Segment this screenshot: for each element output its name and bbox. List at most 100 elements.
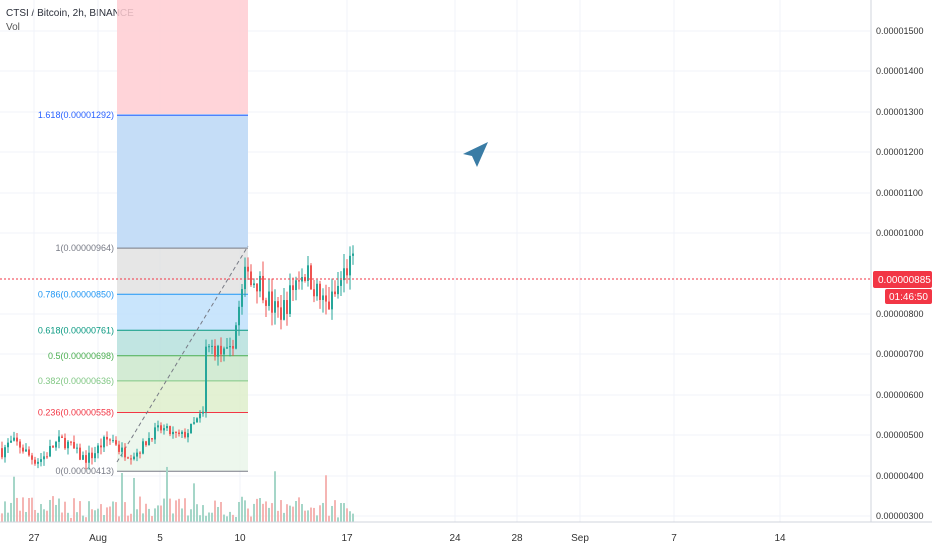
price-tick-label: 0.00000400 xyxy=(876,471,924,481)
candle-body xyxy=(292,285,294,291)
candle-body xyxy=(58,436,60,442)
volume-bar xyxy=(328,515,330,522)
candle-body xyxy=(88,452,90,463)
candle-body xyxy=(160,425,162,431)
volume-bar xyxy=(313,507,315,522)
volume-bar xyxy=(88,501,90,522)
time-tick-label: 14 xyxy=(774,533,786,544)
candle-body xyxy=(187,433,189,438)
volume-bar xyxy=(220,502,222,522)
price-tick-label: 0.00000600 xyxy=(876,390,924,400)
volume-bar xyxy=(82,515,84,522)
volume-bar xyxy=(316,515,318,522)
volume-bar xyxy=(277,510,279,522)
candle-body xyxy=(136,452,138,457)
volume-bar xyxy=(292,506,294,522)
volume-bar xyxy=(139,496,141,522)
volume-bar xyxy=(109,506,111,522)
volume-bar xyxy=(298,497,300,522)
volume-bar xyxy=(244,500,246,522)
volume-bar xyxy=(34,509,36,522)
candle-body xyxy=(151,438,153,440)
price-tick-label: 0.00000300 xyxy=(876,511,924,521)
volume-bar xyxy=(199,515,201,522)
price-tick-label: 0.00001200 xyxy=(876,147,924,157)
candle-body xyxy=(190,423,192,434)
candle-body xyxy=(67,441,69,449)
candle-body xyxy=(274,301,276,313)
candle-body xyxy=(157,425,159,428)
candle-body xyxy=(112,440,114,442)
fib-trend-line xyxy=(116,245,249,463)
candle-body xyxy=(262,275,264,301)
candle-body xyxy=(229,346,231,348)
volume-bar xyxy=(25,511,27,522)
volume-bar xyxy=(235,517,237,522)
volume-bar xyxy=(85,517,87,522)
candle-body xyxy=(148,438,150,446)
candle-body xyxy=(127,457,129,459)
volume-bar xyxy=(307,510,309,522)
candle-body xyxy=(199,413,201,419)
candle-body xyxy=(340,280,342,286)
volume-bar xyxy=(301,504,303,522)
candle-body xyxy=(253,283,255,286)
volume-bar xyxy=(166,466,168,522)
time-tick-label: Sep xyxy=(571,533,589,544)
fib-zone xyxy=(117,412,248,472)
candle-body xyxy=(169,426,171,435)
candle-body xyxy=(31,455,33,460)
time-tick-label: 5 xyxy=(157,533,163,544)
candle-body xyxy=(19,441,21,448)
volume-bar xyxy=(106,507,108,522)
price-tick-label: 0.00000800 xyxy=(876,309,924,319)
candle-body xyxy=(94,453,96,459)
fib-zone xyxy=(117,330,248,356)
candle-body xyxy=(310,265,312,290)
candle-body xyxy=(271,291,273,313)
volume-bar xyxy=(28,498,30,522)
volume-bar xyxy=(145,503,147,522)
volume-bar xyxy=(283,512,285,522)
countdown-timer: 01:46:50 xyxy=(889,292,928,303)
volume-bar xyxy=(163,498,165,522)
volume-bar xyxy=(76,512,78,522)
fib-level-label: 0.786(0.00000850) xyxy=(38,289,114,299)
candle-body xyxy=(211,345,213,347)
volume-bar xyxy=(340,503,342,522)
volume-bar xyxy=(271,503,273,522)
volume-bar xyxy=(319,505,321,522)
candle-body xyxy=(217,345,219,357)
candle-body xyxy=(4,447,6,458)
volume-bar xyxy=(64,501,66,522)
volume-bar xyxy=(181,508,183,522)
time-tick-label: 10 xyxy=(234,533,246,544)
volume-bar xyxy=(286,504,288,522)
volume-bar xyxy=(310,507,312,522)
chart-title: CTSI / Bitcoin, 2h, BINANCE xyxy=(6,8,134,19)
candle-body xyxy=(232,346,234,349)
volume-bar xyxy=(43,509,45,522)
volume-bar xyxy=(352,513,354,522)
candle-body xyxy=(235,325,237,349)
candle-body xyxy=(241,289,243,307)
volume-bar xyxy=(259,498,261,522)
volume-bar xyxy=(160,505,162,522)
volume-bar xyxy=(238,501,240,522)
volume-bar xyxy=(79,501,81,522)
volume-bar xyxy=(247,508,249,522)
candle-body xyxy=(172,431,174,435)
candle-body xyxy=(256,283,258,292)
volume-bar xyxy=(22,497,24,522)
fib-zone xyxy=(117,248,248,295)
volume-bar xyxy=(187,515,189,522)
candle-body xyxy=(154,427,156,440)
price-tick-label: 0.00001100 xyxy=(876,188,923,198)
price-tick-label: 0.00000500 xyxy=(876,430,924,440)
volume-bar xyxy=(97,508,99,522)
volume-bar xyxy=(46,510,48,522)
volume-bar xyxy=(322,502,324,522)
candle-body xyxy=(52,446,54,448)
